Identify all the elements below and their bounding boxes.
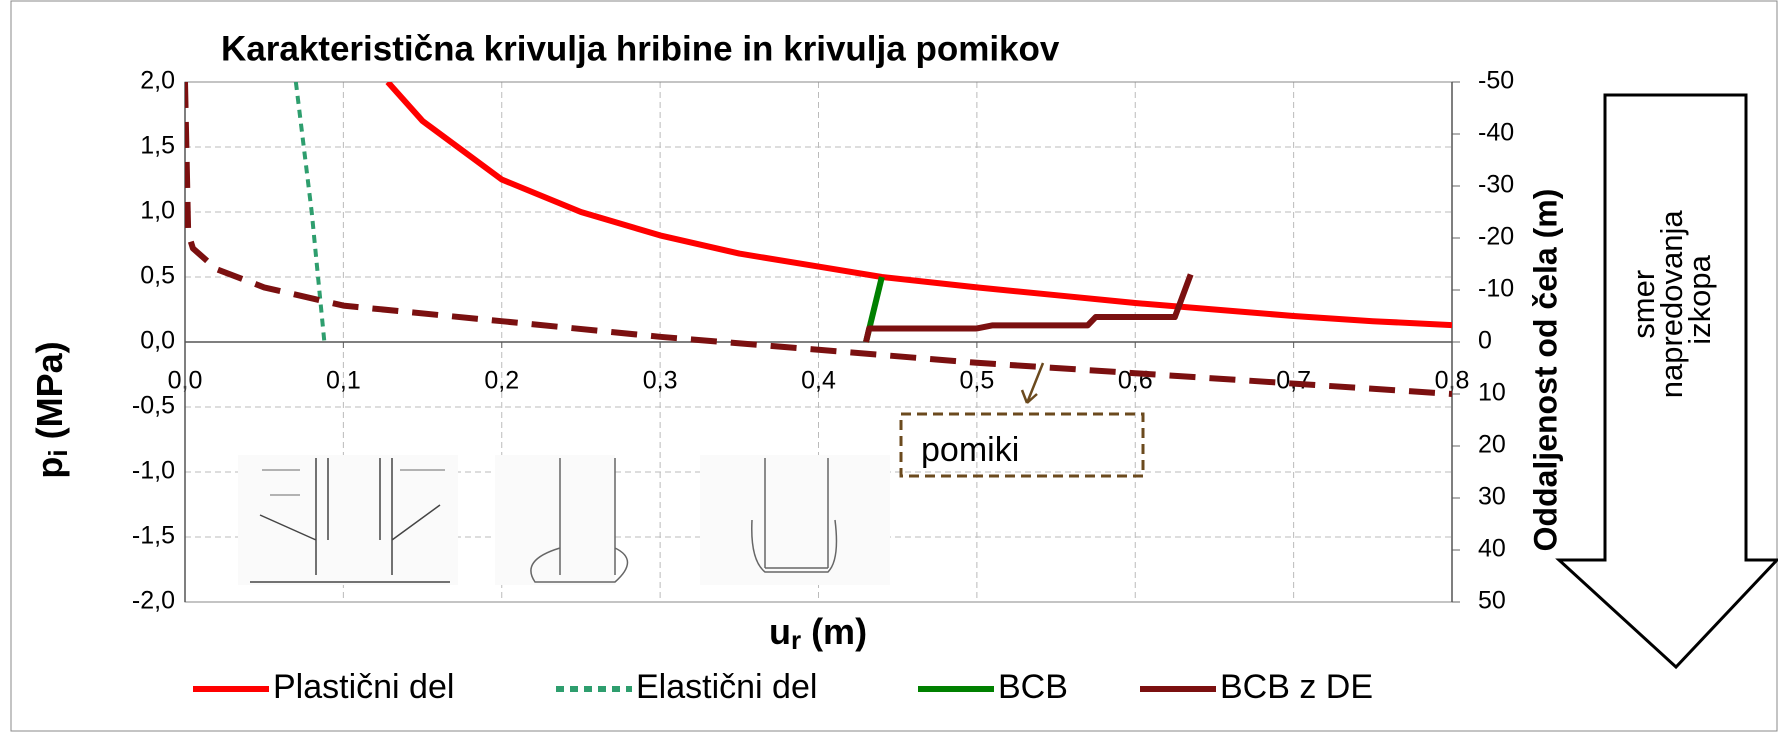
direction-line: izkopa	[1682, 254, 1717, 344]
chart-title: Karakteristična krivulja hribine in kriv…	[221, 29, 1060, 68]
y2-tick-label: -40	[1478, 119, 1514, 147]
y-tick-label: 0,5	[140, 262, 175, 290]
y-tick-label: 0,0	[140, 327, 175, 355]
x-tick-label: 0,2	[484, 367, 519, 395]
y2-axis-label: Oddaljenost od čela (m)	[1527, 189, 1563, 552]
legend-label: Elastični del	[636, 668, 817, 706]
y2-tick-label: -30	[1478, 171, 1514, 199]
y2-tick-label: 20	[1478, 431, 1506, 459]
y2-tick-label: 10	[1478, 379, 1506, 407]
y-tick-label: -0,5	[132, 392, 175, 420]
x-tick-label: 0,3	[643, 367, 678, 395]
y-label-rest: (MPa)	[29, 341, 70, 449]
annotation-text: pomiki	[921, 431, 1019, 469]
y-tick-label: 2,0	[140, 67, 175, 95]
y-tick-label: -1,0	[132, 457, 175, 485]
y2-tick-label: 30	[1478, 483, 1506, 511]
chart: 2,01,51,00,50,0-0,5-1,0-1,5-2,00,00,10,2…	[0, 0, 1778, 732]
x-label-sub: r	[791, 625, 801, 655]
y2-tick-label: 0	[1478, 327, 1492, 355]
y-axis-label: pi (MPa)	[29, 341, 73, 478]
legend-label: BCB z DE	[1220, 668, 1373, 706]
y-tick-label: 1,5	[140, 132, 175, 160]
y-tick-label: -2,0	[132, 587, 175, 615]
y2-tick-label: -50	[1478, 67, 1514, 95]
y-label-sub: i	[43, 449, 73, 456]
y-label-main: p	[29, 457, 70, 479]
legend-label: BCB	[998, 668, 1068, 706]
y2-tick-label: 50	[1478, 587, 1506, 615]
y2-tick-label: 40	[1478, 535, 1506, 563]
x-label-main: u	[769, 611, 791, 652]
x-axis-label: ur (m)	[769, 611, 867, 655]
x-tick-label: 0,1	[326, 367, 361, 395]
x-label-rest: (m)	[801, 611, 867, 652]
y2-tick-label: -10	[1478, 275, 1514, 303]
sketches	[238, 455, 890, 585]
x-tick-label: 0,4	[801, 367, 836, 395]
x-tick-label: 0,5	[959, 367, 994, 395]
frame	[11, 1, 1777, 731]
y2-tick-label: -20	[1478, 223, 1514, 251]
y-tick-label: 1,0	[140, 197, 175, 225]
y-tick-label: -1,5	[132, 522, 175, 550]
legend-label: Plastični del	[273, 668, 454, 706]
